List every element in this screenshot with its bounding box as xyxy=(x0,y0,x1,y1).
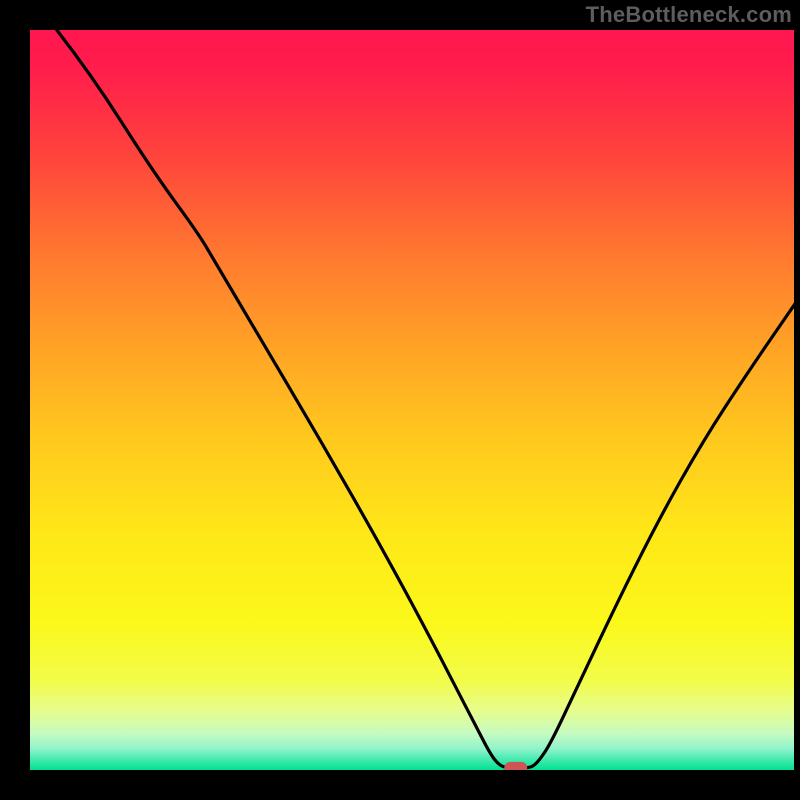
frame-border xyxy=(0,0,30,800)
watermark-text: TheBottleneck.com xyxy=(586,2,792,28)
frame-border xyxy=(794,0,800,800)
gradient-background xyxy=(30,30,795,770)
frame-border xyxy=(0,770,800,800)
chart-svg xyxy=(0,0,800,800)
bottleneck-chart: TheBottleneck.com xyxy=(0,0,800,800)
